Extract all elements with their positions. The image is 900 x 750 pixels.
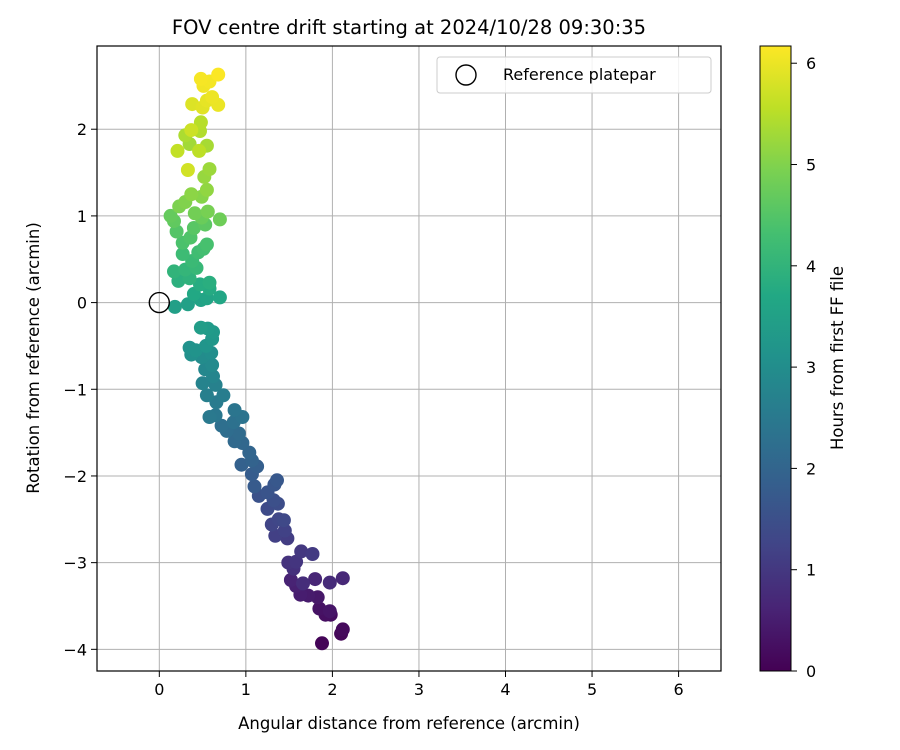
x-tick-label: 1 (241, 680, 251, 699)
legend-box (436, 56, 712, 94)
scatter-point (195, 376, 210, 391)
scatter-point (202, 162, 217, 177)
y-tick-label: 0 (77, 294, 87, 313)
scatter-point (216, 388, 231, 403)
scatter-point (296, 576, 310, 591)
x-tick-label: 0 (154, 680, 164, 699)
x-tick-label: 3 (414, 680, 424, 699)
scatter-point (186, 221, 201, 235)
y-tick-label: −4 (63, 640, 87, 659)
scatter-point (227, 403, 242, 418)
scatter-point (335, 622, 350, 637)
legend: Reference platepar (436, 56, 712, 94)
colorbar-label: Hours from first FF file (828, 266, 847, 450)
y-tick-label: −1 (63, 380, 87, 399)
scatter-point (205, 358, 220, 372)
scatter-point (200, 204, 215, 219)
colorbar-tick-label: 5 (806, 156, 816, 175)
scatter-point (202, 275, 217, 290)
scatter-point (199, 182, 214, 197)
x-axis-label: Angular distance from reference (arcmin) (238, 714, 580, 733)
y-tick-label: 1 (77, 207, 87, 226)
scatter-point (277, 523, 292, 538)
y-tick-label: −2 (63, 467, 87, 486)
scatter-point (270, 473, 284, 488)
scatter-point (322, 604, 337, 619)
scatter-point (163, 208, 178, 223)
scatter-point (199, 388, 214, 403)
scatter-point (202, 410, 217, 424)
chart-title: FOV centre drift starting at 2024/10/28 … (172, 16, 646, 39)
scatter-point (170, 143, 185, 158)
scatter-point (335, 571, 350, 586)
legend-marker-open-circle (455, 64, 477, 86)
scatter-point (276, 513, 291, 528)
plot-frame (96, 45, 722, 672)
scatter-point (192, 143, 207, 158)
scatter-point (193, 115, 208, 130)
legend-label-reference-platepar: Reference platepar (503, 65, 656, 84)
data-points (163, 67, 350, 651)
y-axis-ticks: −4 −3 −2 −1 0 1 2 (63, 120, 97, 659)
x-tick-label: 5 (587, 680, 597, 699)
scatter-point (308, 572, 323, 587)
colorbar-tick-label: 2 (806, 459, 816, 478)
scatter-point (184, 187, 199, 202)
colorbar-tick-label: 6 (806, 54, 816, 73)
scatter-point (212, 290, 227, 305)
y-axis-label: Rotation from reference (arcmin) (24, 222, 43, 494)
colorbar-tick-label: 1 (806, 561, 816, 580)
scatter-point (231, 426, 246, 441)
scatter-point (212, 212, 227, 227)
scatter-point (199, 237, 214, 252)
colorbar-tick-label: 4 (806, 257, 816, 276)
scatter-point (180, 297, 195, 312)
scatter-point (193, 320, 208, 335)
colorbar-ticks: 0 1 2 3 4 5 6 (791, 54, 816, 681)
reference-platepar-marker (148, 291, 171, 314)
y-tick-label: 2 (77, 120, 87, 139)
scatter-point (322, 575, 337, 590)
scatter-point (294, 544, 309, 559)
y-tick-label: −3 (63, 554, 87, 573)
x-tick-label: 2 (327, 680, 337, 699)
scatter-point (167, 299, 182, 314)
scatter-point (214, 418, 229, 433)
colorbar-tick-label: 0 (806, 662, 816, 681)
scatter-point (315, 636, 329, 651)
scatter-point (175, 247, 190, 261)
scatter-point (184, 123, 199, 138)
scatter-point (180, 163, 195, 177)
scatter-point (305, 547, 320, 561)
scatter-point (247, 479, 262, 494)
scatter-point (167, 264, 181, 279)
x-tick-label: 6 (673, 680, 683, 699)
scatter-point (211, 67, 226, 82)
scatter-point (289, 554, 304, 569)
scatter-point (205, 90, 220, 105)
colorbar-gradient (759, 45, 792, 672)
scatter-point (187, 206, 202, 221)
x-axis-ticks: 0 1 2 3 4 5 6 (154, 671, 684, 699)
x-tick-label: 4 (500, 680, 510, 699)
scatter-point (283, 573, 298, 587)
scatter-point (193, 71, 208, 86)
colorbar-tick-label: 3 (806, 358, 816, 377)
